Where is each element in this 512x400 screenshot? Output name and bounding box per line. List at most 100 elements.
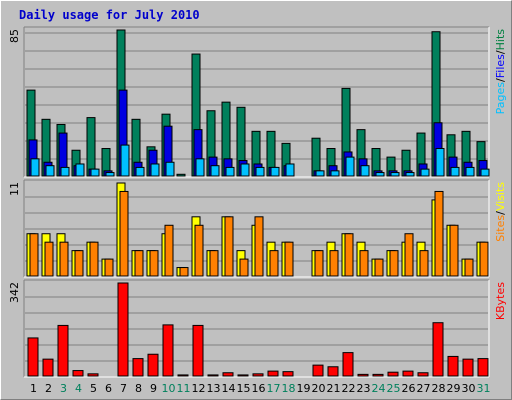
x-tick-label: 8 — [135, 382, 142, 395]
pages-bar — [240, 163, 250, 177]
x-tick-label: 16 — [252, 382, 266, 395]
sites-bar — [179, 267, 189, 277]
kbytes-bars — [27, 282, 489, 377]
x-tick-label: 17 — [267, 382, 281, 395]
pages-bar — [270, 166, 280, 177]
legend-part: / — [494, 50, 507, 54]
sites-bar — [374, 258, 384, 277]
pages-bar — [345, 156, 355, 177]
sites-bar — [464, 258, 474, 277]
x-tick-label: 12 — [192, 382, 206, 395]
pages-bar — [210, 165, 220, 177]
pages-bar — [75, 163, 85, 177]
kbytes-bar — [147, 353, 159, 377]
x-tick-label: 9 — [150, 382, 157, 395]
sites-bar — [119, 190, 129, 277]
sites-bar — [104, 258, 114, 277]
sites-bar — [479, 241, 489, 277]
sites-bar — [344, 233, 354, 277]
sites-bar — [419, 250, 429, 277]
sites-bar — [164, 224, 174, 277]
x-tick-label: 21 — [327, 382, 341, 395]
sites-bar — [149, 250, 159, 277]
pages-bar — [360, 165, 370, 177]
kbytes-max-label: 342 — [8, 282, 21, 303]
sites-bar — [194, 224, 204, 277]
sites-bar — [269, 250, 279, 277]
kbytes-bar — [177, 374, 189, 377]
kbytes-bar — [312, 364, 324, 377]
x-tick-label: 15 — [237, 382, 251, 395]
x-tick-label: 5 — [90, 382, 97, 395]
x-tick-label: 25 — [387, 382, 401, 395]
kbytes-bar — [42, 358, 54, 377]
sites-bar — [29, 233, 39, 277]
kbytes-bar — [387, 371, 399, 377]
kbytes-bar — [282, 371, 294, 377]
x-tick-label: 29 — [447, 382, 461, 395]
sites-bar — [209, 250, 219, 277]
x-tick-label: 30 — [462, 382, 476, 395]
kbytes-bar — [267, 370, 279, 377]
x-tick-label: 31 — [477, 382, 491, 395]
kbytes-bar — [432, 322, 444, 377]
legend-part: KBytes — [494, 282, 507, 320]
kbytes-bar — [462, 358, 474, 377]
pages-bar — [465, 166, 475, 177]
kbytes-bar — [447, 355, 459, 377]
sites-bar — [59, 241, 69, 277]
pages-bar — [420, 168, 430, 177]
x-tick-label: 27 — [417, 382, 431, 395]
sites-bar — [254, 216, 264, 277]
x-tick-label: 26 — [402, 382, 416, 395]
x-tick-label: 24 — [372, 382, 386, 395]
x-tick-label: 19 — [297, 382, 311, 395]
pages-bar — [315, 170, 325, 177]
legend-part: Visits — [494, 182, 507, 211]
pages-bar — [120, 144, 130, 177]
hits-bar — [311, 137, 321, 177]
legend-part: / — [494, 78, 507, 82]
pages-bar — [60, 166, 70, 177]
sites-bar — [404, 233, 414, 277]
legend-part: Pages — [494, 82, 507, 115]
kbytes-bar — [372, 373, 384, 377]
pages-bar — [255, 166, 265, 177]
x-tick-label: 23 — [357, 382, 371, 395]
x-tick-label: 28 — [432, 382, 446, 395]
x-tick-label: 10 — [162, 382, 176, 395]
hits-bar — [176, 173, 186, 177]
hits-files-pages-max-label: 85 — [8, 29, 21, 43]
x-tick-label: 2 — [45, 382, 52, 395]
pages-bar — [480, 168, 490, 177]
x-tick-label: 6 — [105, 382, 112, 395]
visits-sites-bars — [26, 182, 489, 277]
graph-title: Daily usage for July 2010 — [19, 8, 200, 22]
hits-files-pages-legend: Pages/Files/Hits — [494, 29, 507, 115]
pages-bar — [195, 158, 205, 177]
pages-bar — [375, 172, 385, 177]
sites-bar — [284, 241, 294, 277]
x-tick-label: 11 — [177, 382, 191, 395]
kbytes-bar — [417, 372, 429, 377]
x-tick-label: 22 — [342, 382, 356, 395]
pages-bar — [30, 158, 40, 177]
sites-bar — [314, 250, 324, 277]
sites-bar — [329, 250, 339, 277]
sites-bar — [389, 250, 399, 277]
kbytes-bar — [192, 324, 204, 377]
sites-bar — [224, 216, 234, 277]
kbytes-bar — [57, 324, 69, 377]
kbytes-bar — [222, 372, 234, 377]
pages-bar — [45, 165, 55, 177]
kbytes-bar — [27, 337, 39, 377]
kbytes-bar — [327, 366, 339, 377]
kbytes-legend: KBytes — [494, 282, 507, 320]
x-tick-label: 18 — [282, 382, 296, 395]
x-tick-label: 7 — [120, 382, 127, 395]
pages-bar — [405, 172, 415, 177]
pages-bar — [105, 172, 115, 177]
sites-bar — [134, 250, 144, 277]
x-tick-label: 4 — [75, 382, 82, 395]
